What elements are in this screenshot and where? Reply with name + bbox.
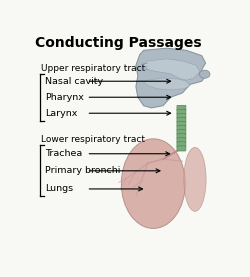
FancyBboxPatch shape xyxy=(177,134,186,139)
Text: Upper respiratory tract: Upper respiratory tract xyxy=(41,64,145,73)
Text: Pharynx: Pharynx xyxy=(45,93,84,102)
Polygon shape xyxy=(136,48,205,108)
FancyBboxPatch shape xyxy=(177,142,186,147)
FancyBboxPatch shape xyxy=(177,105,186,111)
Text: Larynx: Larynx xyxy=(45,109,77,118)
Text: Lower respiratory tract: Lower respiratory tract xyxy=(41,135,145,144)
FancyBboxPatch shape xyxy=(177,109,186,114)
FancyBboxPatch shape xyxy=(177,130,186,135)
Polygon shape xyxy=(144,78,190,90)
FancyBboxPatch shape xyxy=(177,114,186,119)
FancyBboxPatch shape xyxy=(177,122,186,127)
Text: Primary bronchi: Primary bronchi xyxy=(45,166,120,175)
Ellipse shape xyxy=(121,139,185,229)
Ellipse shape xyxy=(199,70,210,78)
Text: Trachea: Trachea xyxy=(45,149,82,158)
FancyBboxPatch shape xyxy=(177,138,186,143)
Text: Nasal cavity: Nasal cavity xyxy=(45,77,103,86)
FancyBboxPatch shape xyxy=(177,117,186,123)
Ellipse shape xyxy=(184,147,206,211)
Text: Conducting Passages: Conducting Passages xyxy=(35,37,202,50)
FancyBboxPatch shape xyxy=(177,125,186,131)
FancyBboxPatch shape xyxy=(177,146,186,151)
Polygon shape xyxy=(144,59,200,80)
Text: Lungs: Lungs xyxy=(45,184,73,193)
